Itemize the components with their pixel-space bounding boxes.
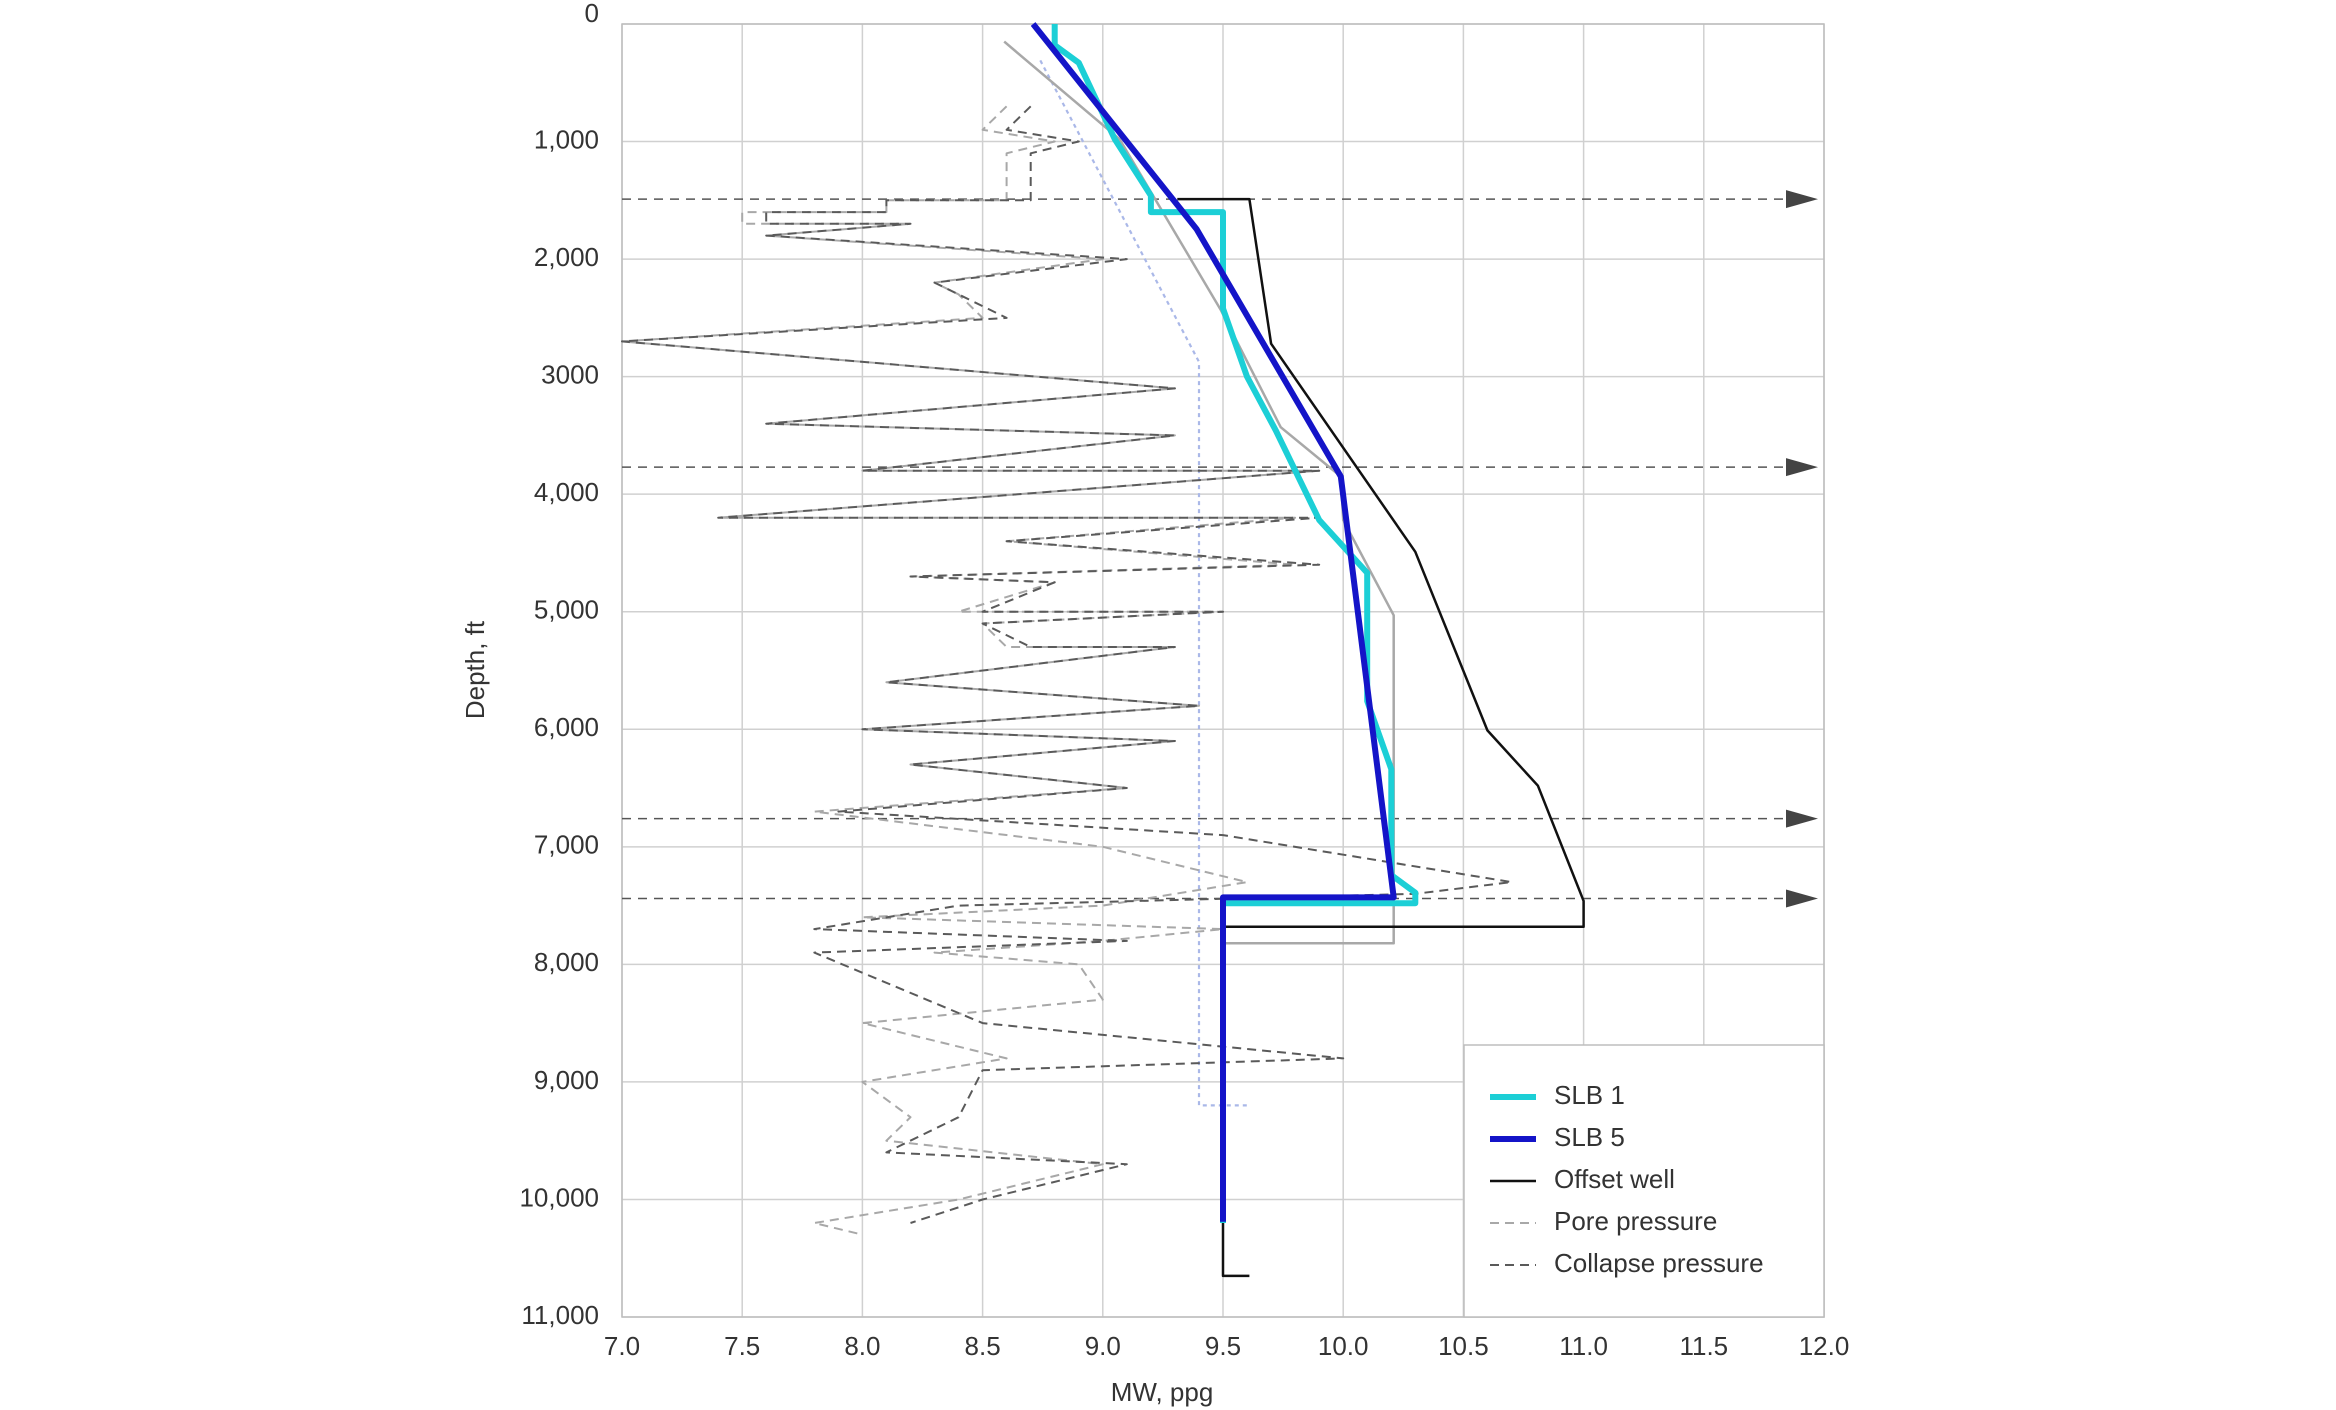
y-axis-label: Depth, ft xyxy=(460,620,490,719)
legend-label: Offset well xyxy=(1554,1164,1675,1194)
y-tick-label: 8,000 xyxy=(534,947,599,977)
x-tick-label: 9.0 xyxy=(1085,1331,1121,1361)
y-tick-label: 2,000 xyxy=(534,242,599,272)
y-tick-label: 0 xyxy=(585,0,599,28)
x-tick-label: 10.5 xyxy=(1438,1331,1489,1361)
series-line xyxy=(621,105,1321,1236)
series-line xyxy=(1039,59,1247,1107)
y-tick-label: 1,000 xyxy=(534,124,599,154)
y-tick-label: 5,000 xyxy=(534,595,599,625)
reference-arrow xyxy=(1786,809,1818,828)
series-line xyxy=(621,105,1513,1224)
y-tick-label: 11,000 xyxy=(521,1300,599,1330)
series-line xyxy=(1051,24,1419,1223)
series-line xyxy=(1030,22,1397,1222)
x-tick-label: 9.5 xyxy=(1205,1331,1241,1361)
y-tick-label: 10,000 xyxy=(519,1182,599,1212)
reference-arrow xyxy=(1786,190,1818,209)
x-tick-label: 7.5 xyxy=(724,1331,760,1361)
x-tick-label: 11.5 xyxy=(1679,1331,1728,1361)
legend-label: Collapse pressure xyxy=(1554,1248,1764,1278)
x-tick-label: 10.0 xyxy=(1318,1331,1369,1361)
y-tick-label: 6,000 xyxy=(534,712,599,742)
x-tick-label: 7.0 xyxy=(604,1331,640,1361)
x-tick-label: 11.0 xyxy=(1559,1331,1608,1361)
x-tick-label: 8.5 xyxy=(965,1331,1001,1361)
plot-border xyxy=(621,23,1825,1318)
y-tick-label: 9,000 xyxy=(534,1065,599,1095)
x-axis-label: MW, ppg xyxy=(1111,1377,1214,1407)
y-tick-label: 3000 xyxy=(541,360,599,390)
reference-arrow xyxy=(1786,458,1818,477)
legend-label: SLB 5 xyxy=(1554,1122,1625,1152)
y-tick-label: 4,000 xyxy=(534,477,599,507)
legend-label: Pore pressure xyxy=(1554,1206,1717,1236)
x-tick-label: 8.0 xyxy=(844,1331,880,1361)
legend-label: SLB 1 xyxy=(1554,1080,1625,1110)
reference-arrow xyxy=(1786,889,1818,908)
x-tick-label: 12.0 xyxy=(1799,1331,1850,1361)
y-tick-label: 7,000 xyxy=(534,830,599,860)
